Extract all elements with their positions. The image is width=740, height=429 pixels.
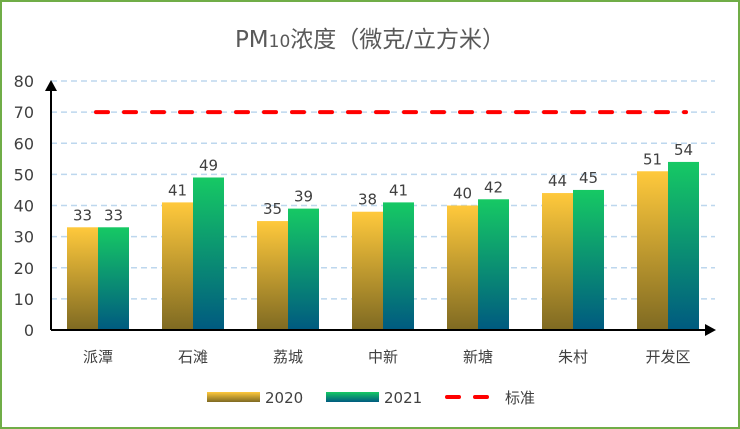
data-label: 33 [73,206,92,224]
bar-2021 [668,161,699,330]
data-label: 40 [453,185,472,203]
x-tick-label: 新塘 [463,348,493,366]
legend-swatch-2021 [326,392,379,402]
bar-2021 [193,177,224,330]
bar-2020 [352,211,383,330]
y-axis-arrow-icon [45,80,57,91]
chart-title: PM10浓度（微克/立方米） [234,27,506,53]
data-label: 35 [263,200,282,218]
x-tick-label: 中新 [368,348,398,366]
x-tick-label: 派潭 [83,348,113,366]
data-label: 39 [294,188,313,206]
legend-label: 2020 [265,389,303,407]
bar-2021 [288,208,319,330]
bar-2021 [98,227,129,330]
y-tick-label: 40 [14,197,34,216]
x-tick-label: 石滩 [178,348,208,366]
y-tick-label: 70 [14,103,34,122]
data-label: 38 [358,191,377,209]
x-tick-label: 朱村 [558,348,588,366]
bar-2020 [447,205,478,330]
data-label: 51 [643,150,662,168]
data-label: 54 [674,141,693,159]
legend-label: 标准 [505,389,535,407]
y-tick-label: 10 [14,290,34,309]
x-tick-label: 开发区 [645,348,690,366]
y-tick-label: 30 [14,228,34,247]
bar-2020 [67,227,98,330]
data-label: 44 [548,172,567,190]
bar-2020 [257,221,288,330]
data-label: 42 [484,178,503,196]
data-label: 45 [579,169,598,187]
data-label: 49 [199,156,218,174]
data-label: 41 [168,181,187,199]
bar-2021 [478,199,509,330]
x-tick-label: 荔城 [273,348,303,366]
x-axis-arrow-icon [705,324,716,336]
bar-2020 [542,193,573,330]
bar-2020 [637,171,668,330]
y-tick-label: 20 [14,259,34,278]
bar-2020 [162,202,193,330]
data-label: 41 [389,181,408,199]
y-tick-label: 50 [14,165,34,184]
legend-swatch-2020 [207,392,260,402]
bar-2021 [573,189,604,330]
y-tick-label: 60 [14,134,34,153]
bar-2021 [383,202,414,330]
y-tick-label: 80 [14,72,34,91]
data-label: 33 [104,206,123,224]
legend-label: 2021 [384,389,422,407]
y-tick-label: 0 [24,321,34,340]
